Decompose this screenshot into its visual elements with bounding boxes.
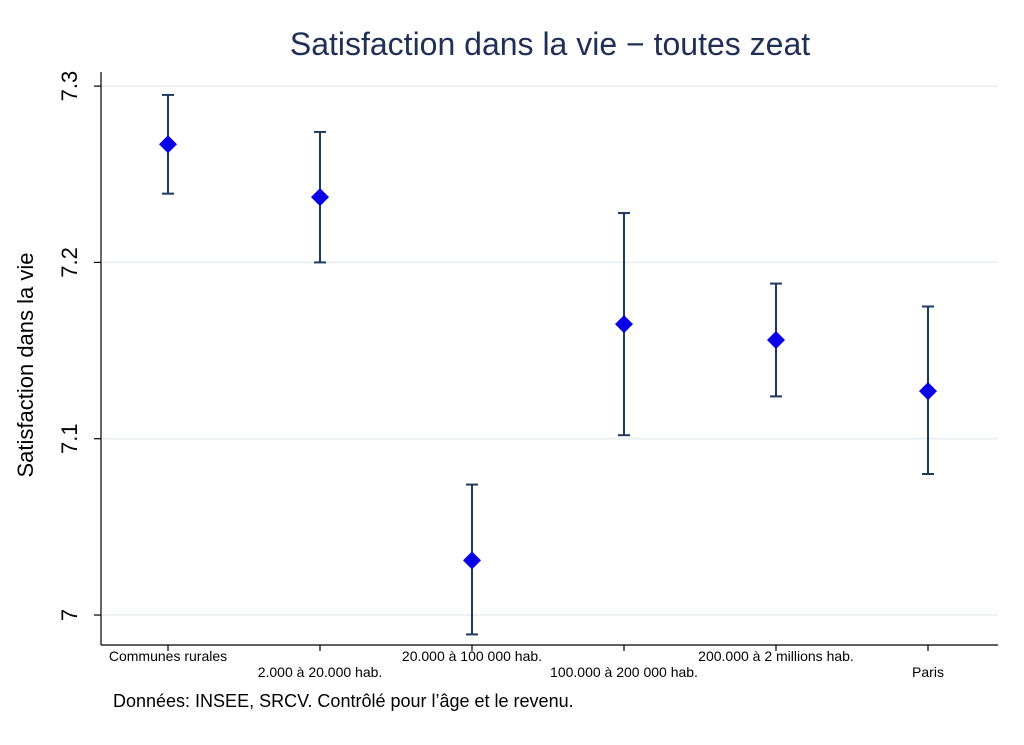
data-point-diamond: [463, 551, 481, 570]
data-point-diamond: [767, 330, 785, 349]
y-tick-label: 7.2: [57, 247, 82, 278]
error-bars: [162, 93, 934, 636]
x-tick-label: 100.000 à 200 000 hab.: [550, 664, 698, 680]
data-points: [159, 135, 937, 570]
y-tick-label: 7.1: [57, 423, 82, 454]
x-tick-label: 20.000 à 100 000 hab.: [402, 648, 542, 664]
data-point-diamond: [159, 135, 177, 154]
y-tick-label: 7.3: [57, 71, 82, 102]
x-tick-label: 2.000 à 20.000 hab.: [258, 664, 383, 680]
y-ticks: 7 7.1 7.2 7.3: [57, 71, 101, 621]
x-tick-label: Communes rurales: [109, 648, 227, 664]
y-tick-label: 7: [57, 609, 82, 621]
data-point-diamond: [311, 188, 329, 207]
source-note: Données: INSEE, SRCV. Contrôlé pour l’âg…: [113, 691, 574, 711]
gridlines: [101, 85, 998, 616]
data-point-diamond: [919, 382, 937, 401]
x-tick-label: 200.000 à 2 millions hab.: [698, 648, 854, 664]
x-ticks: Communes rurales 2.000 à 20.000 hab. 20.00…: [109, 645, 944, 680]
data-point-diamond: [615, 315, 633, 334]
x-tick-label: Paris: [912, 664, 944, 680]
y-axis-label: Satisfaction dans la vie: [13, 252, 38, 477]
chart-title: Satisfaction dans la vie − toutes zeat: [290, 26, 810, 62]
